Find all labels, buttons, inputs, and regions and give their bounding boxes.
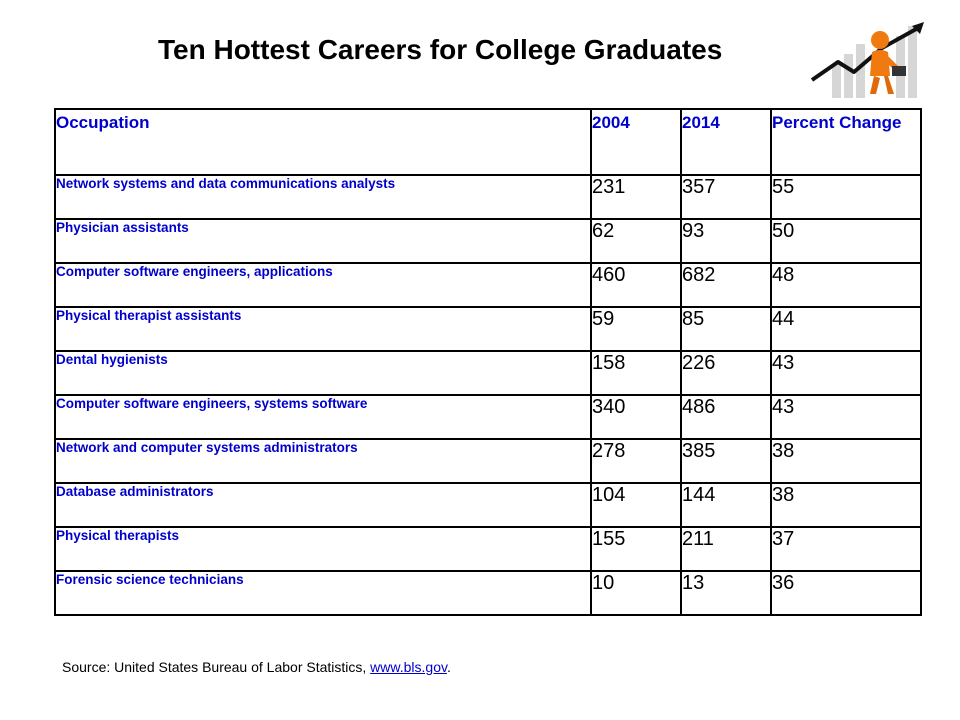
occupation-cell: Computer software engineers, application… xyxy=(54,262,592,308)
value-2004-cell: 62 xyxy=(590,218,682,264)
percent-change-cell: 48 xyxy=(770,262,922,308)
percent-change-cell: 38 xyxy=(770,482,922,528)
percent-change-cell: 43 xyxy=(770,350,922,396)
occupation-cell: Network systems and data communications … xyxy=(54,174,592,220)
value-2004-cell: 340 xyxy=(590,394,682,440)
table-row: Network systems and data communications … xyxy=(54,174,922,220)
column-header-percent-change: Percent Change xyxy=(770,108,922,176)
source-text: Source: United States Bureau of Labor St… xyxy=(62,659,371,675)
percent-change-cell: 44 xyxy=(770,306,922,352)
occupation-cell: Dental hygienists xyxy=(54,350,592,396)
percent-change-cell: 55 xyxy=(770,174,922,220)
table-row: Computer software engineers, systems sof… xyxy=(54,394,922,440)
source-note: Source: United States Bureau of Labor St… xyxy=(62,659,451,675)
value-2014-cell: 211 xyxy=(680,526,772,572)
table-row: Network and computer systems administrat… xyxy=(54,438,922,484)
table-row: Dental hygienists 158 226 43 xyxy=(54,350,922,396)
percent-change-cell: 36 xyxy=(770,570,922,616)
table-row: Computer software engineers, application… xyxy=(54,262,922,308)
value-2004-cell: 10 xyxy=(590,570,682,616)
occupation-cell: Physical therapist assistants xyxy=(54,306,592,352)
careers-table: Occupation 2004 2014 Percent Change Netw… xyxy=(54,108,922,616)
source-link[interactable]: www.bls.gov xyxy=(370,659,447,675)
occupation-cell: Forensic science technicians xyxy=(54,570,592,616)
value-2004-cell: 59 xyxy=(590,306,682,352)
occupation-cell: Database administrators xyxy=(54,482,592,528)
table-row: Database administrators 104 144 38 xyxy=(54,482,922,528)
occupation-cell: Computer software engineers, systems sof… xyxy=(54,394,592,440)
value-2004-cell: 158 xyxy=(590,350,682,396)
value-2004-cell: 460 xyxy=(590,262,682,308)
value-2014-cell: 357 xyxy=(680,174,772,220)
source-suffix: . xyxy=(446,659,451,675)
value-2014-cell: 13 xyxy=(680,570,772,616)
value-2014-cell: 385 xyxy=(680,438,772,484)
value-2004-cell: 231 xyxy=(590,174,682,220)
occupation-cell: Physical therapists xyxy=(54,526,592,572)
column-header-2014: 2014 xyxy=(680,108,772,176)
occupation-cell: Network and computer systems administrat… xyxy=(54,438,592,484)
value-2004-cell: 155 xyxy=(590,526,682,572)
value-2014-cell: 93 xyxy=(680,218,772,264)
value-2004-cell: 278 xyxy=(590,438,682,484)
percent-change-cell: 43 xyxy=(770,394,922,440)
value-2014-cell: 226 xyxy=(680,350,772,396)
percent-change-cell: 50 xyxy=(770,218,922,264)
value-2004-cell: 104 xyxy=(590,482,682,528)
table-row: Physician assistants 62 93 50 xyxy=(54,218,922,264)
column-header-occupation: Occupation xyxy=(54,108,592,176)
occupation-cell: Physician assistants xyxy=(54,218,592,264)
table-header-row: Occupation 2004 2014 Percent Change xyxy=(54,108,922,176)
table-row: Physical therapist assistants 59 85 44 xyxy=(54,306,922,352)
table-row: Physical therapists 155 211 37 xyxy=(54,526,922,572)
value-2014-cell: 486 xyxy=(680,394,772,440)
percent-change-cell: 37 xyxy=(770,526,922,572)
percent-change-cell: 38 xyxy=(770,438,922,484)
value-2014-cell: 682 xyxy=(680,262,772,308)
value-2014-cell: 85 xyxy=(680,306,772,352)
column-header-2004: 2004 xyxy=(590,108,682,176)
value-2014-cell: 144 xyxy=(680,482,772,528)
page-title: Ten Hottest Careers for College Graduate… xyxy=(158,34,723,65)
table-row: Forensic science technicians 10 13 36 xyxy=(54,570,922,616)
growth-chart-person-icon xyxy=(810,22,924,98)
